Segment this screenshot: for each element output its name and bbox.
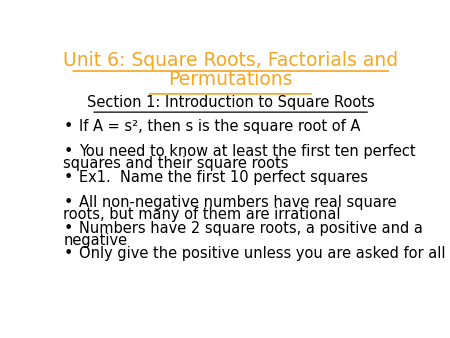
Text: •: • <box>63 221 72 236</box>
Text: •: • <box>63 195 72 210</box>
Text: •: • <box>63 170 72 185</box>
Text: Section 1: Introduction to Square Roots: Section 1: Introduction to Square Roots <box>87 95 374 110</box>
Text: Permutations: Permutations <box>168 71 293 90</box>
Text: •: • <box>63 119 72 134</box>
Text: If A = s², then s is the square root of A: If A = s², then s is the square root of … <box>79 119 360 134</box>
Text: You need to know at least the first ten perfect: You need to know at least the first ten … <box>79 144 415 159</box>
Text: All non-negative numbers have real square: All non-negative numbers have real squar… <box>79 195 396 210</box>
Text: negative: negative <box>63 233 127 248</box>
Text: Only give the positive unless you are asked for all: Only give the positive unless you are as… <box>79 246 446 261</box>
Text: roots, but many of them are irrational: roots, but many of them are irrational <box>63 208 341 222</box>
Text: Ex1.  Name the first 10 perfect squares: Ex1. Name the first 10 perfect squares <box>79 170 368 185</box>
Text: Unit 6: Square Roots, Factorials and: Unit 6: Square Roots, Factorials and <box>63 51 398 70</box>
Text: •: • <box>63 144 72 159</box>
Text: Numbers have 2 square roots, a positive and a: Numbers have 2 square roots, a positive … <box>79 221 423 236</box>
Text: squares and their square roots: squares and their square roots <box>63 156 289 171</box>
Text: •: • <box>63 246 72 261</box>
